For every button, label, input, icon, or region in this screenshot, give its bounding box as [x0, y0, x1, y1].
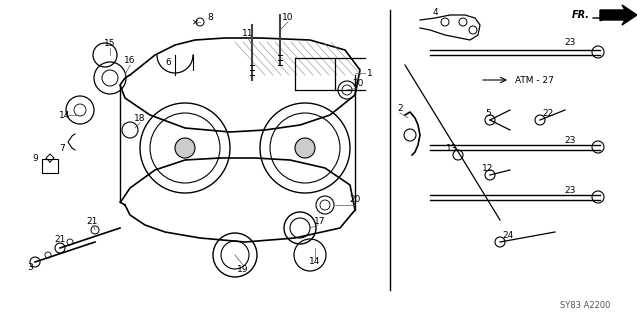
Text: 5: 5 — [485, 108, 491, 117]
Text: 17: 17 — [314, 218, 326, 227]
Text: 21: 21 — [86, 218, 97, 227]
Text: 9: 9 — [32, 154, 38, 163]
Text: 8: 8 — [207, 12, 213, 21]
Text: 20: 20 — [349, 196, 361, 204]
Text: ATM - 27: ATM - 27 — [515, 76, 554, 84]
Text: 23: 23 — [564, 135, 576, 145]
Text: ✕: ✕ — [192, 18, 199, 27]
Text: 13: 13 — [447, 143, 458, 153]
Text: 20: 20 — [352, 78, 364, 87]
Text: 14: 14 — [59, 110, 71, 119]
Text: 19: 19 — [237, 266, 249, 275]
Polygon shape — [600, 5, 637, 25]
Text: 23: 23 — [564, 37, 576, 46]
Text: 21: 21 — [54, 236, 66, 244]
Text: 11: 11 — [242, 28, 254, 37]
Text: 6: 6 — [165, 58, 171, 67]
Text: 22: 22 — [542, 108, 554, 117]
Text: 2: 2 — [397, 103, 403, 113]
Text: 7: 7 — [59, 143, 65, 153]
Bar — [42, 159, 58, 173]
Text: 10: 10 — [282, 12, 294, 21]
Circle shape — [295, 138, 315, 158]
Text: 18: 18 — [134, 114, 146, 123]
Text: SY83 A2200: SY83 A2200 — [560, 300, 610, 309]
Text: 16: 16 — [124, 55, 136, 65]
Circle shape — [175, 138, 195, 158]
Text: 14: 14 — [310, 258, 320, 267]
Text: 1: 1 — [367, 68, 373, 77]
Text: 3: 3 — [27, 263, 33, 273]
Text: 4: 4 — [432, 7, 438, 17]
Text: 24: 24 — [503, 230, 513, 239]
Text: 15: 15 — [104, 38, 116, 47]
Text: FR.: FR. — [572, 10, 590, 20]
Text: 12: 12 — [482, 164, 494, 172]
Text: 23: 23 — [564, 186, 576, 195]
